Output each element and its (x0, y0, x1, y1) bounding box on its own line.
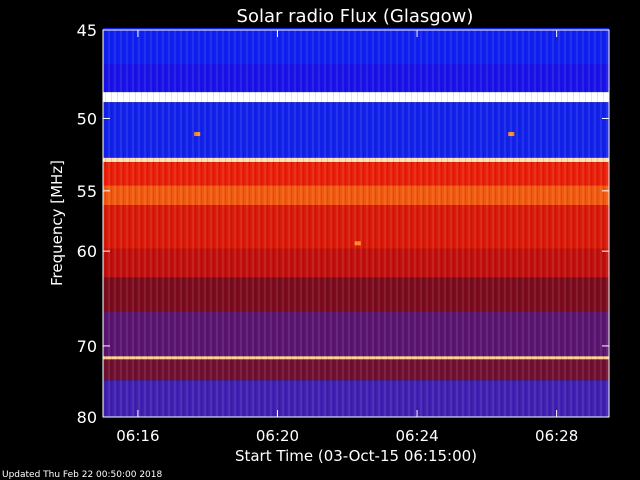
y-tick-label: 60 (77, 242, 97, 261)
y-axis-label: Frequency [MHz] (48, 160, 66, 286)
heatmap-texture (103, 30, 609, 417)
y-tick-label: 80 (77, 408, 97, 427)
x-tick-label: 06:28 (535, 427, 578, 445)
chart-title: Solar radio Flux (Glasgow) (237, 6, 474, 27)
plot-frame (102, 29, 610, 418)
y-axis: 45 50 55 60 70 80 (77, 21, 609, 427)
y-tick-label: 45 (77, 21, 97, 40)
x-tick-label: 06:20 (256, 427, 299, 445)
y-tick-label: 70 (77, 337, 97, 356)
x-tick-label: 06:16 (116, 427, 159, 445)
x-axis: 06:16 06:20 06:24 06:28 (116, 30, 578, 445)
x-tick-label: 06:24 (395, 427, 438, 445)
y-tick-label: 55 (77, 182, 97, 201)
y-tick-label: 50 (77, 109, 97, 128)
x-axis-label: Start Time (03-Oct-15 06:15:00) (235, 447, 477, 465)
updated-timestamp: Updated Thu Feb 22 00:50:00 2018 (2, 470, 163, 480)
